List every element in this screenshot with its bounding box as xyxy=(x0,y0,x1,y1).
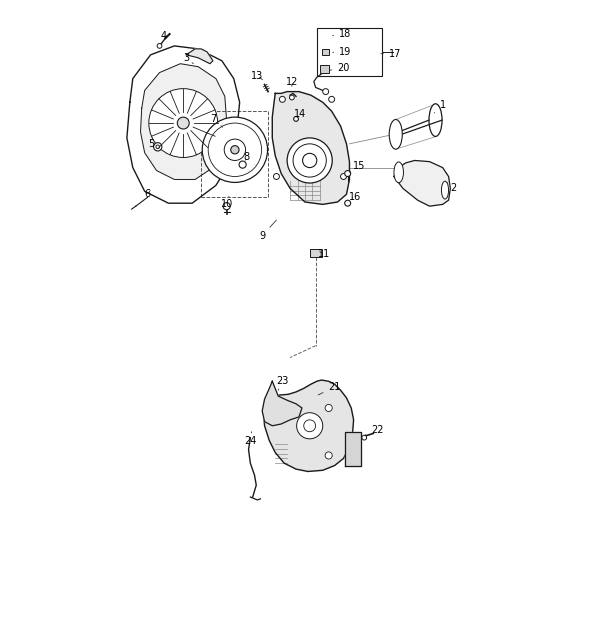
Circle shape xyxy=(154,143,162,151)
Circle shape xyxy=(178,117,189,129)
Text: 17: 17 xyxy=(381,49,401,59)
Polygon shape xyxy=(394,160,450,206)
Text: 22: 22 xyxy=(365,425,383,435)
Circle shape xyxy=(340,173,346,180)
Text: 9: 9 xyxy=(259,220,276,241)
Polygon shape xyxy=(141,64,227,180)
Circle shape xyxy=(149,89,218,158)
Text: 11: 11 xyxy=(318,249,330,259)
Text: 14: 14 xyxy=(294,109,306,119)
Circle shape xyxy=(173,113,194,134)
Text: 1: 1 xyxy=(434,100,446,113)
Polygon shape xyxy=(262,381,302,426)
FancyBboxPatch shape xyxy=(322,49,329,55)
Circle shape xyxy=(344,200,350,206)
Circle shape xyxy=(344,170,350,177)
Text: 19: 19 xyxy=(332,47,352,57)
Circle shape xyxy=(157,44,162,48)
Polygon shape xyxy=(345,432,361,466)
Text: 21: 21 xyxy=(318,382,341,395)
Text: 20: 20 xyxy=(330,63,350,73)
Circle shape xyxy=(273,173,279,180)
Polygon shape xyxy=(186,49,213,64)
Circle shape xyxy=(297,413,323,439)
FancyBboxPatch shape xyxy=(310,250,322,257)
Text: 24: 24 xyxy=(244,432,257,446)
Circle shape xyxy=(156,145,160,148)
Text: 23: 23 xyxy=(276,376,289,390)
Text: 7: 7 xyxy=(210,114,222,127)
Circle shape xyxy=(325,452,332,459)
Text: 15: 15 xyxy=(349,162,366,172)
Ellipse shape xyxy=(389,120,402,149)
Text: 16: 16 xyxy=(349,192,362,202)
Circle shape xyxy=(282,410,289,418)
Circle shape xyxy=(279,96,285,102)
Polygon shape xyxy=(127,46,240,203)
Text: 18: 18 xyxy=(332,29,352,39)
Circle shape xyxy=(287,138,332,183)
Text: 5: 5 xyxy=(149,139,158,149)
Circle shape xyxy=(293,144,327,177)
Circle shape xyxy=(208,123,261,177)
Circle shape xyxy=(329,96,335,102)
FancyBboxPatch shape xyxy=(317,28,382,76)
FancyBboxPatch shape xyxy=(320,66,329,73)
Circle shape xyxy=(231,146,239,154)
Text: 6: 6 xyxy=(145,189,151,199)
Text: 4: 4 xyxy=(161,31,167,41)
Circle shape xyxy=(202,117,267,182)
Text: 3: 3 xyxy=(183,53,193,64)
Circle shape xyxy=(323,89,329,95)
Circle shape xyxy=(294,116,298,121)
Circle shape xyxy=(163,102,204,144)
Text: 10: 10 xyxy=(221,196,233,209)
Polygon shape xyxy=(263,380,353,471)
Text: 2: 2 xyxy=(447,182,456,193)
Text: 12: 12 xyxy=(286,76,298,86)
Circle shape xyxy=(224,139,246,160)
Circle shape xyxy=(303,153,317,168)
Ellipse shape xyxy=(429,104,442,136)
Ellipse shape xyxy=(394,162,404,183)
Circle shape xyxy=(239,161,246,168)
Text: 8: 8 xyxy=(244,152,250,162)
Polygon shape xyxy=(272,91,349,204)
Circle shape xyxy=(289,95,294,100)
Circle shape xyxy=(362,435,367,440)
Text: 13: 13 xyxy=(251,71,264,81)
Ellipse shape xyxy=(441,182,448,199)
Circle shape xyxy=(223,203,230,210)
Circle shape xyxy=(325,404,332,411)
Circle shape xyxy=(304,420,316,432)
